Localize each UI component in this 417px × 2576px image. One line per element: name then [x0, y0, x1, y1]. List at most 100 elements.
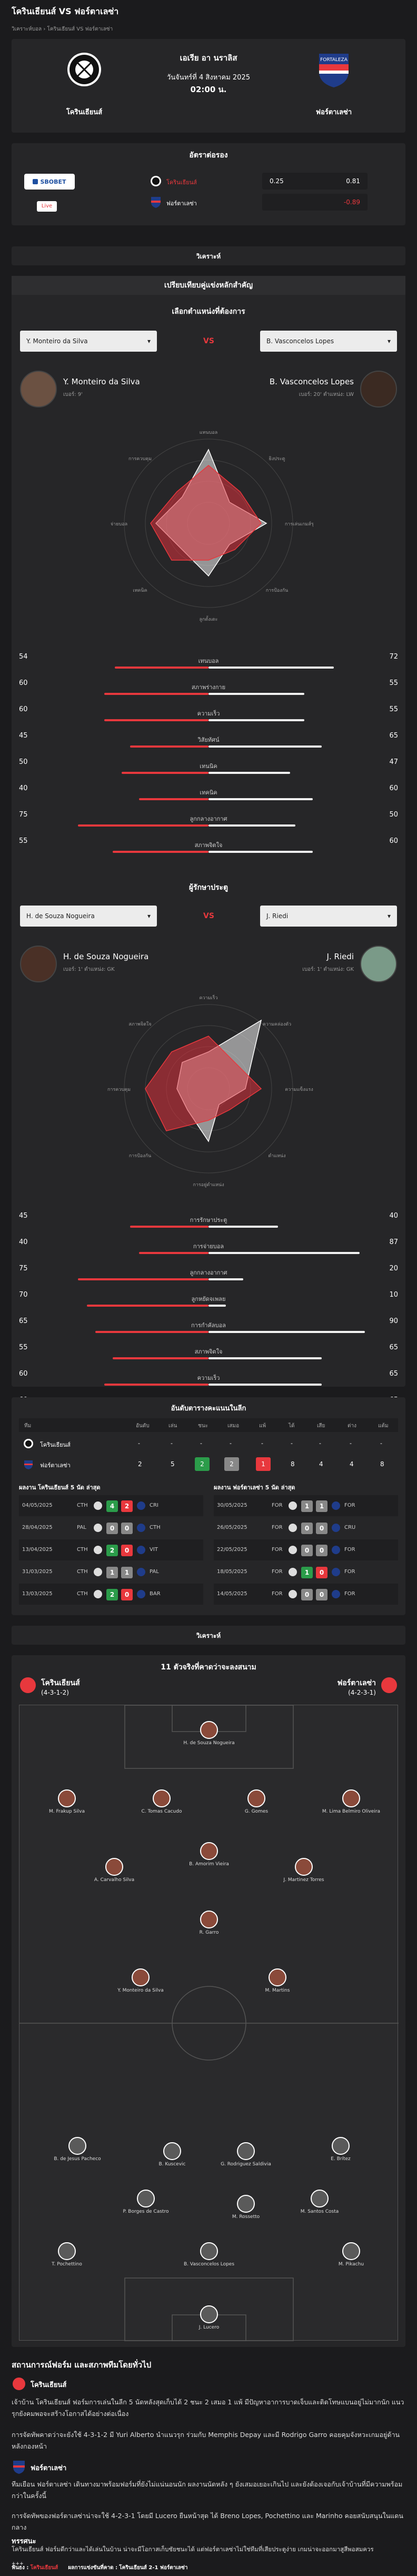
- player-name: R. Garro: [199, 1930, 219, 1935]
- right-player-select[interactable]: B. Vasconcelos Lopes ▾: [260, 331, 397, 352]
- right-gk-select[interactable]: J. Riedi ▾: [260, 906, 397, 927]
- corinthians-mini-icon: [20, 1677, 36, 1693]
- article-divider-dots: +++: [12, 2561, 24, 2567]
- stat-right-value: 55: [389, 705, 398, 713]
- lineup-player[interactable]: P. Borges de Castro: [112, 2190, 180, 2214]
- lineup-player[interactable]: T. Pochettino: [33, 2242, 101, 2267]
- form-match-row[interactable]: 31/03/2025 CTH 1 1 PAL: [19, 1561, 203, 1583]
- lineup-player[interactable]: M. Rossetto: [212, 2195, 280, 2220]
- player-name: G. Rodriguez Saldivia: [221, 2162, 271, 2167]
- home-team-name[interactable]: โครินเธียนส์: [66, 108, 103, 116]
- analysis-bar[interactable]: วิเคราะห์: [12, 246, 405, 265]
- player-avatar: [342, 1789, 360, 1807]
- form-match-row[interactable]: 18/05/2025 FOR 1 0 FOR: [214, 1561, 398, 1583]
- stat-right-value: 47: [389, 758, 398, 766]
- player-avatar: [332, 2137, 350, 2155]
- lineup-player[interactable]: A. Carvalho Silva: [80, 1858, 148, 1883]
- form-match-row[interactable]: 22/05/2025 FOR 0 0 FOR: [214, 1539, 398, 1560]
- home-form-list: 04/05/2025 CTH 4 2 CRI 28/04/2025 PAL 0 0 CTH 13/0…: [19, 1495, 203, 1606]
- radar-label: ยิงประตู: [269, 456, 285, 462]
- match-date: 13/03/2025: [22, 1591, 53, 1597]
- outfield-stats: 54 เทนบอล 72 60 สภาพร่างกาย 55 60 ความเร็ว 55 45 ว…: [12, 649, 405, 859]
- team-crest-icon: [137, 1568, 145, 1576]
- team-crest-icon: [94, 1568, 102, 1576]
- row-cell: 8: [380, 1460, 384, 1468]
- away-form-list: 30/05/2025 FOR 1 1 FOR 26/05/2025 FOR 0 0 CRU 22/0…: [214, 1495, 398, 1606]
- home-form-title: ผลงาน โครินเธียนส์ 5 นัด ล่าสุด: [19, 1484, 101, 1491]
- radar-label: การอยู่ตำแหน่ง: [193, 1182, 224, 1188]
- left-player-name[interactable]: Y. Monteiro da Silva: [63, 377, 140, 386]
- match-away-score: 2: [121, 1500, 133, 1512]
- odds-home-box[interactable]: 0.25 0.81: [262, 173, 368, 190]
- form-match-row[interactable]: 04/05/2025 CTH 4 2 CRI: [19, 1495, 203, 1516]
- lineup-player[interactable]: R. Garro: [175, 1911, 243, 1935]
- vs-label: VS: [203, 337, 214, 345]
- left-gk-select[interactable]: H. de Souza Nogueira ▾: [20, 906, 157, 927]
- gk-title: ผู้รักษาประตู: [12, 878, 405, 897]
- lineup-player[interactable]: M. Martins: [243, 1968, 312, 1993]
- lineup-bar[interactable]: วิเคราะห์: [12, 1626, 405, 1645]
- right-gk-name[interactable]: J. Riedi: [326, 952, 354, 961]
- away-team-name[interactable]: ฟอร์ตาเลซ่า: [315, 108, 352, 116]
- lineup-player[interactable]: B. Vasconcelos Lopes: [175, 2242, 243, 2267]
- standings-row-away[interactable]: ฟอร์ตาเลซ่า 2 5 2 2 1 8 4 4 8: [19, 1455, 398, 1474]
- lineup-player[interactable]: B. Amorim Vieira: [175, 1842, 243, 1867]
- bookmaker-logo[interactable]: SBOBET: [24, 174, 75, 190]
- left-player-select[interactable]: Y. Monteiro da Silva ▾: [20, 331, 157, 352]
- lineup-player[interactable]: B. de Jesus Pacheco: [43, 2137, 112, 2162]
- lineup-player[interactable]: M. Frakup Silva: [33, 1789, 101, 1814]
- form-match-row[interactable]: 28/04/2025 PAL 0 0 CTH: [19, 1517, 203, 1538]
- stat-label: สภาพจิตใจ: [194, 1348, 223, 1355]
- lineup-player[interactable]: M. Santos Costa: [285, 2190, 354, 2214]
- radar-label: การป้องกัน: [129, 1153, 151, 1159]
- lineup-player[interactable]: C. Tomas Cacudo: [127, 1789, 196, 1814]
- stat-right-bar: [208, 824, 295, 827]
- fortaleza-mini-icon: [381, 1677, 397, 1693]
- match-away-code: FOR: [344, 1569, 355, 1575]
- player-avatar: [237, 2195, 255, 2213]
- odds-away-box[interactable]: -0.89: [262, 194, 368, 211]
- row-cell: -: [200, 1440, 202, 1447]
- form-match-row[interactable]: 13/03/2025 CTH 2 0 BAR: [19, 1584, 203, 1605]
- team-crest-icon: [332, 1568, 340, 1576]
- away-crest: FORTALEZA: [315, 51, 353, 88]
- lineup-player[interactable]: B. Kuscevic: [138, 2142, 206, 2167]
- lineup-player[interactable]: Y. Monteiro da Silva: [106, 1968, 175, 1993]
- row-team: ฟอร์ตาเลซ่า: [40, 1462, 71, 1469]
- left-player-select-value: Y. Monteiro da Silva: [26, 337, 88, 345]
- lineup-player[interactable]: J. Martinez Torres: [270, 1858, 338, 1883]
- player-avatar: [153, 1789, 171, 1807]
- lineup-player[interactable]: J. Lucero: [175, 2305, 243, 2330]
- lineup-player[interactable]: G. Gomes: [222, 1789, 291, 1814]
- form-match-row[interactable]: 14/05/2025 FOR 0 0 FOR: [214, 1584, 398, 1605]
- team-crest-icon: [94, 1524, 102, 1532]
- corinthians-mini-icon: [13, 2378, 25, 2390]
- lineup-player[interactable]: M. Pikachu: [317, 2242, 385, 2267]
- stat-right-bar: [208, 1384, 322, 1386]
- form-match-row[interactable]: 13/04/2025 CTH 2 0 VIT: [19, 1539, 203, 1560]
- team-crest-icon: [137, 1590, 145, 1598]
- lineup-player[interactable]: M. Lima Belmiro Oliveira: [317, 1789, 385, 1814]
- stat-row: 55 สภาพจิตใจ 65: [12, 1339, 405, 1364]
- lineup-player[interactable]: E. Brítez: [306, 2137, 375, 2162]
- article-heading: สถานการณ์ฟอร์ม และสภาพทีมโดยทั่วไป: [12, 2360, 152, 2370]
- match-home-code: FOR: [272, 1525, 283, 1530]
- player-avatar: [311, 2190, 329, 2207]
- bookmaker-name: SBOBET: [40, 178, 66, 185]
- breadcrumb-home[interactable]: วิเคราะห์บอล: [12, 26, 42, 32]
- form-match-row[interactable]: 30/05/2025 FOR 1 1 FOR: [214, 1495, 398, 1516]
- match-date: 26/05/2025: [217, 1525, 247, 1530]
- player-avatar: [163, 2142, 181, 2160]
- standings-row-home[interactable]: โครินเธียนส์ - - - - - - - - -: [19, 1434, 398, 1453]
- form-match-row[interactable]: 26/05/2025 FOR 0 0 CRU: [214, 1517, 398, 1538]
- stat-left-bar: [139, 1252, 208, 1254]
- player-name: B. Vasconcelos Lopes: [183, 2262, 235, 2267]
- radar-label: การเล่นเกมส์รุก: [285, 521, 314, 527]
- right-player-name[interactable]: B. Vasconcelos Lopes: [269, 377, 354, 386]
- home-crest: [65, 51, 103, 88]
- lineup-player[interactable]: G. Rodriguez Saldivia: [212, 2142, 280, 2167]
- live-badge[interactable]: Live: [37, 201, 57, 212]
- stat-left-bar: [104, 719, 208, 721]
- lineup-player[interactable]: H. de Souza Nogueira: [175, 1721, 243, 1746]
- left-gk-name[interactable]: H. de Souza Nogueira: [63, 952, 149, 961]
